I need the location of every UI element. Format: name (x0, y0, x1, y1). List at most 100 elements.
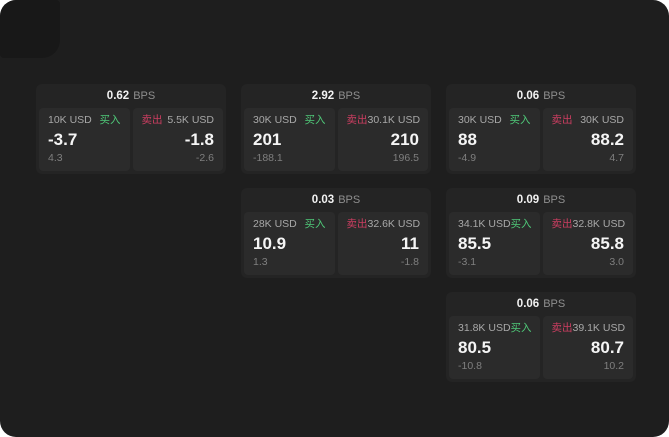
buy-header-row: 10K USD 买入 (48, 114, 121, 127)
sell-header-row: 卖出 5.5K USD (142, 114, 215, 127)
bps-header: 0.62 BPS (39, 84, 223, 108)
bps-value: 0.09 (516, 194, 540, 206)
buy-price: 80.5 (458, 337, 492, 357)
bps-value: 0.03 (311, 194, 335, 206)
quote-card-1: 0.62 BPS 10K USD 买入 -3.7 4.3 卖出 5.5K USD (36, 84, 226, 174)
sell-header-row: 卖出 30.1K USD (346, 114, 421, 127)
bps-unit-label: BPS (338, 90, 361, 102)
buy-panel[interactable]: 34.1K USD 买入 85.5 -3.1 (449, 212, 540, 275)
sell-amount: 32.6K USD (367, 218, 421, 230)
buy-price: -3.7 (48, 129, 78, 149)
sell-label: 卖出 (346, 114, 368, 126)
bps-unit-label: BPS (543, 194, 566, 206)
quote-card-2: 2.92 BPS 30K USD 买入 201 -188.1 卖出 30.1K … (241, 84, 431, 174)
sell-panel[interactable]: 卖出 5.5K USD -1.8 -2.6 (132, 108, 223, 171)
quote-card-body: 30K USD 买入 201 -188.1 卖出 30.1K USD 210 1… (244, 108, 428, 171)
buy-header-row: 31.8K USD 买入 (458, 322, 532, 335)
buy-delta: -10.8 (458, 360, 482, 372)
bps-value: 0.06 (516, 90, 540, 102)
sell-delta: 4.7 (609, 152, 624, 164)
bps-header: 0.06 BPS (449, 292, 633, 316)
sell-header-row: 卖出 32.6K USD (346, 218, 421, 231)
corner-tile (0, 0, 60, 58)
buy-delta: 1.3 (253, 256, 268, 268)
bps-header: 0.09 BPS (449, 188, 633, 212)
sell-price: 11 (401, 233, 419, 253)
buy-delta: -3.1 (458, 256, 477, 268)
buy-amount: 30K USD (458, 114, 502, 126)
sell-amount: 30K USD (580, 114, 624, 126)
buy-price: 88 (458, 129, 477, 149)
sell-amount: 32.8K USD (572, 218, 626, 230)
sell-header-row: 卖出 39.1K USD (551, 322, 626, 335)
sell-panel[interactable]: 卖出 32.8K USD 85.8 3.0 (542, 212, 633, 275)
quote-card-body: 28K USD 买入 10.9 1.3 卖出 32.6K USD 11 -1.8 (244, 212, 428, 275)
sell-price: 210 (390, 129, 419, 149)
buy-panel[interactable]: 31.8K USD 买入 80.5 -10.8 (449, 316, 540, 379)
quote-card-body: 30K USD 买入 88 -4.9 卖出 30K USD 88.2 4.7 (449, 108, 633, 171)
buy-delta: -188.1 (253, 152, 283, 164)
sell-amount: 30.1K USD (367, 114, 421, 126)
buy-panel[interactable]: 10K USD 买入 -3.7 4.3 (39, 108, 130, 171)
bps-header: 0.06 BPS (449, 84, 633, 108)
buy-label: 买入 (510, 218, 532, 230)
sell-header-row: 卖出 32.8K USD (551, 218, 626, 231)
buy-price: 85.5 (458, 233, 492, 253)
buy-header-row: 30K USD 买入 (253, 114, 326, 127)
bps-unit-label: BPS (338, 194, 361, 206)
buy-amount: 30K USD (253, 114, 297, 126)
sell-amount: 5.5K USD (167, 114, 214, 126)
bps-unit-label: BPS (543, 90, 566, 102)
sell-label: 卖出 (346, 218, 368, 230)
bps-unit-label: BPS (133, 90, 156, 102)
bps-value: 0.62 (106, 90, 130, 102)
buy-header-row: 28K USD 买入 (253, 218, 326, 231)
sell-label: 卖出 (141, 114, 163, 126)
buy-delta: -4.9 (458, 152, 477, 164)
buy-label: 买入 (510, 322, 532, 334)
sell-delta: -1.8 (400, 256, 419, 268)
buy-label: 买入 (304, 114, 326, 126)
sell-price: -1.8 (184, 129, 214, 149)
sell-delta: 3.0 (609, 256, 624, 268)
buy-amount: 10K USD (48, 114, 92, 126)
bps-value: 0.06 (516, 298, 540, 310)
bps-header: 2.92 BPS (244, 84, 428, 108)
sell-label: 卖出 (551, 218, 573, 230)
quote-cards-grid: 0.62 BPS 10K USD 买入 -3.7 4.3 卖出 5.5K USD (36, 84, 636, 382)
sell-panel[interactable]: 卖出 30K USD 88.2 4.7 (542, 108, 633, 171)
buy-label: 买入 (509, 114, 531, 126)
sell-price: 88.2 (590, 129, 624, 149)
quote-card-4: 0.03 BPS 28K USD 买入 10.9 1.3 卖出 32.6K US… (241, 188, 431, 278)
quote-card-5: 0.09 BPS 34.1K USD 买入 85.5 -3.1 卖出 32.8K… (446, 188, 636, 278)
buy-panel[interactable]: 30K USD 买入 201 -188.1 (244, 108, 335, 171)
buy-label: 买入 (304, 218, 326, 230)
bps-value: 2.92 (311, 90, 335, 102)
sell-delta: 196.5 (392, 152, 419, 164)
buy-label: 买入 (99, 114, 121, 126)
sell-panel[interactable]: 卖出 30.1K USD 210 196.5 (337, 108, 428, 171)
bps-header: 0.03 BPS (244, 188, 428, 212)
buy-price: 10.9 (253, 233, 287, 253)
sell-label: 卖出 (551, 114, 573, 126)
buy-amount: 28K USD (253, 218, 297, 230)
buy-header-row: 34.1K USD 买入 (458, 218, 532, 231)
sell-delta: 10.2 (603, 360, 624, 372)
sell-price: 85.8 (590, 233, 624, 253)
quote-card-body: 10K USD 买入 -3.7 4.3 卖出 5.5K USD -1.8 -2.… (39, 108, 223, 171)
sell-label: 卖出 (551, 322, 573, 334)
quote-card-body: 31.8K USD 买入 80.5 -10.8 卖出 39.1K USD 80.… (449, 316, 633, 379)
buy-header-row: 30K USD 买入 (458, 114, 531, 127)
sell-panel[interactable]: 卖出 39.1K USD 80.7 10.2 (542, 316, 633, 379)
sell-header-row: 卖出 30K USD (552, 114, 625, 127)
sell-delta: -2.6 (195, 152, 214, 164)
sell-panel[interactable]: 卖出 32.6K USD 11 -1.8 (337, 212, 428, 275)
sell-price: 80.7 (590, 337, 624, 357)
buy-panel[interactable]: 28K USD 买入 10.9 1.3 (244, 212, 335, 275)
buy-panel[interactable]: 30K USD 买入 88 -4.9 (449, 108, 540, 171)
quote-card-body: 34.1K USD 买入 85.5 -3.1 卖出 32.8K USD 85.8… (449, 212, 633, 275)
quote-card-6: 0.06 BPS 31.8K USD 买入 80.5 -10.8 卖出 39.1… (446, 292, 636, 382)
quote-card-3: 0.06 BPS 30K USD 买入 88 -4.9 卖出 30K USD (446, 84, 636, 174)
sell-amount: 39.1K USD (572, 322, 626, 334)
